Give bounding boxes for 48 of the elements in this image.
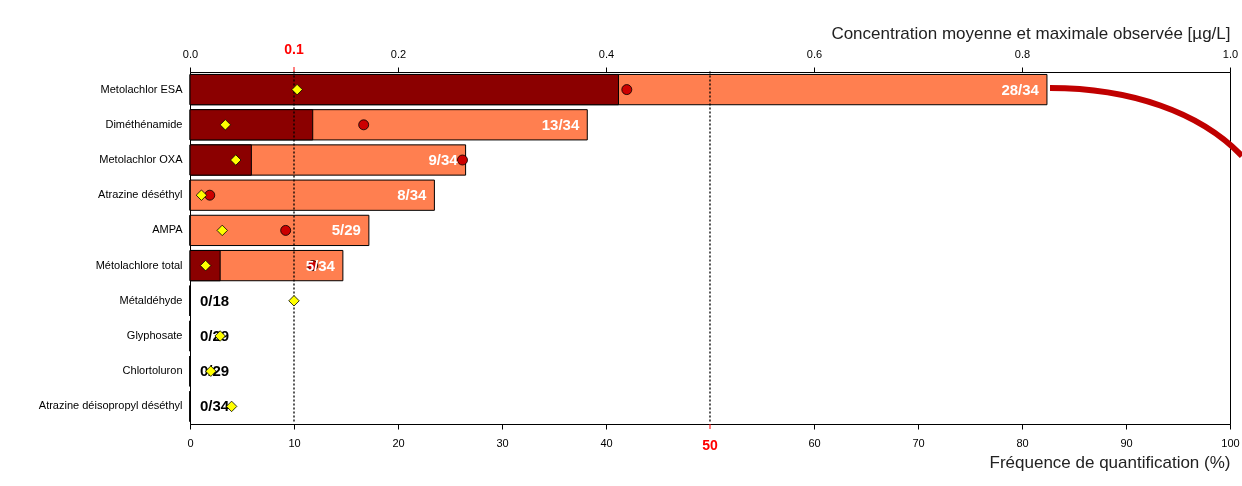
x2-tick-label: 0.0 [182, 47, 199, 60]
x-tick-label: 10 [288, 436, 301, 449]
data-label: 28/34 [1001, 80, 1040, 98]
y-tick-label: Metolachlor OXA [99, 153, 184, 165]
data-label: 8/34 [397, 186, 428, 204]
point [358, 119, 370, 131]
x-tick-label: 90 [1120, 436, 1133, 449]
x2-axis-title: Concentration moyenne et maximale observée [µg/L] [831, 23, 1231, 43]
y-tick-label: Chlortoluron [122, 364, 183, 377]
point [204, 189, 216, 201]
x-tick-label: 80 [1016, 436, 1029, 449]
ref-line-label: 50 [702, 437, 718, 453]
x2-tick-label: 0.2 [390, 47, 407, 60]
point [621, 84, 633, 95]
ref-line-label: 0.1 [284, 41, 304, 57]
x-tick-label: 100 [1221, 436, 1240, 449]
y-tick-label: Diméthénamide [105, 117, 183, 130]
point [230, 154, 242, 166]
data-label: 0/34 [200, 397, 230, 415]
point [195, 189, 208, 201]
x2-tick-label: 1.0 [1222, 47, 1239, 60]
point [219, 119, 231, 131]
point [291, 83, 303, 96]
x2-tick-label: 0.6 [806, 47, 823, 60]
data-label: 9/34 [428, 151, 459, 168]
y-tick-label: Atrazine déisopropyl déséthyl [38, 399, 183, 412]
point [216, 224, 228, 237]
data-label: 0/18 [200, 291, 230, 309]
y-tick-label: Glyphosate [126, 329, 183, 341]
y-tick-label: Atrazine déséthyl [98, 188, 183, 201]
y-tick-label: Métaldéhyde [119, 293, 183, 306]
point [457, 154, 468, 166]
data-label: 13/34 [541, 115, 580, 133]
x-tick-label: 40 [600, 436, 613, 449]
data-label: 5/29 [331, 221, 361, 239]
x-tick-label: 0 [187, 436, 194, 449]
y-tick-label: AMPA [152, 223, 184, 236]
y-tick-label: Métolachlore total [95, 258, 183, 271]
point [288, 295, 300, 307]
y-tick-label: Metolachlor ESA [100, 82, 184, 95]
x-tick-label: 60 [808, 436, 821, 449]
x-tick-label: 70 [912, 436, 925, 449]
x-tick-label: 30 [496, 436, 509, 449]
x2-tick-label: 0.8 [1014, 47, 1031, 60]
x-axis-title: Fréquence de quantification (%) [989, 452, 1231, 472]
x-tick-label: 20 [392, 436, 405, 449]
x2-tick-label: 0.4 [598, 47, 615, 60]
point [280, 225, 292, 236]
